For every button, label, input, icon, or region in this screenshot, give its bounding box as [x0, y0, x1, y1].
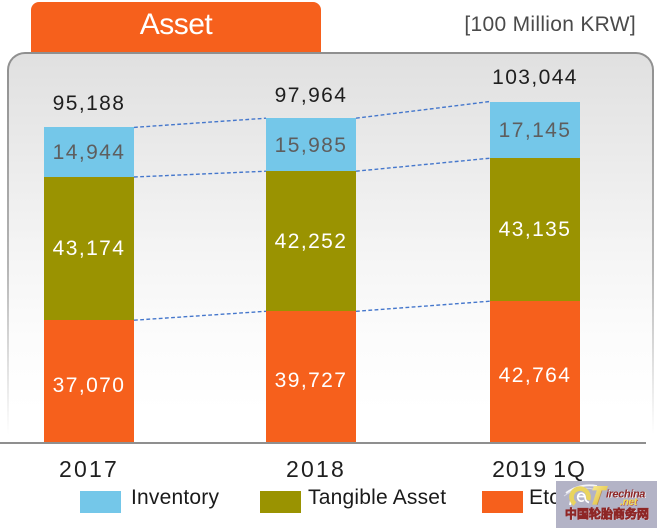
svg-text:中国轮胎商务网: 中国轮胎商务网	[566, 507, 650, 522]
svg-text:.net: .net	[620, 497, 638, 508]
svg-text:.net: .net	[621, 498, 639, 509]
svg-text:中国轮胎商务网: 中国轮胎商务网	[565, 506, 649, 521]
svg-text:irechina: irechina	[606, 489, 645, 501]
svg-text:irechina: irechina	[607, 489, 646, 501]
